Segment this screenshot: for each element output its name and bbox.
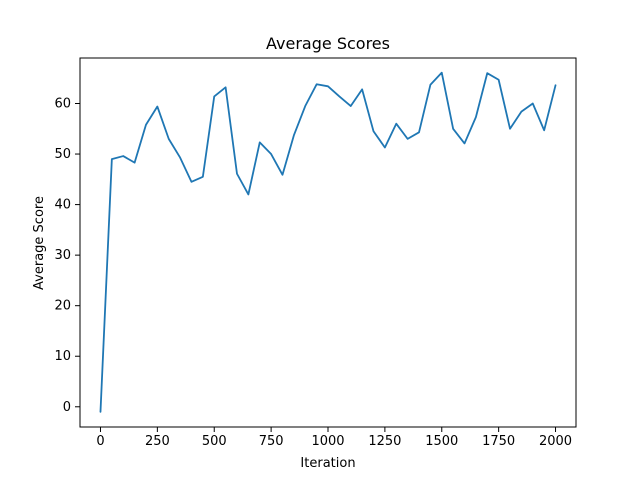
y-tick-label: 40 <box>54 198 71 213</box>
series-layer <box>99 71 557 413</box>
x-tick-label: 1000 <box>311 434 344 449</box>
x-tick-label: 1750 <box>482 434 515 449</box>
y-tick-label: 20 <box>54 299 71 314</box>
y-tick-label: 30 <box>54 248 71 263</box>
x-tick-label: 2000 <box>539 434 572 449</box>
x-tick-label: 1250 <box>368 434 401 449</box>
y-axis-label: Average Score <box>32 196 47 290</box>
x-tick-label: 750 <box>259 434 284 449</box>
chart-title: Average Scores <box>266 34 390 53</box>
y-tick-label: 50 <box>54 147 71 162</box>
x-tick-label: 500 <box>202 434 227 449</box>
plot-frame <box>79 57 577 428</box>
y-tick-label: 0 <box>63 400 71 415</box>
plot-area <box>79 57 577 428</box>
series-line <box>99 71 557 413</box>
x-tick-label: 0 <box>96 434 104 449</box>
x-tick-label: 1500 <box>425 434 458 449</box>
x-tick-label: 250 <box>145 434 170 449</box>
y-tick-label: 10 <box>54 349 71 364</box>
x-axis-label: Iteration <box>300 456 355 471</box>
y-axis: 0 10 20 30 40 50 60 <box>54 96 80 415</box>
x-axis: 0 250 500 750 1000 1250 1500 1750 2000 <box>96 427 572 449</box>
y-tick-label: 60 <box>54 96 71 111</box>
